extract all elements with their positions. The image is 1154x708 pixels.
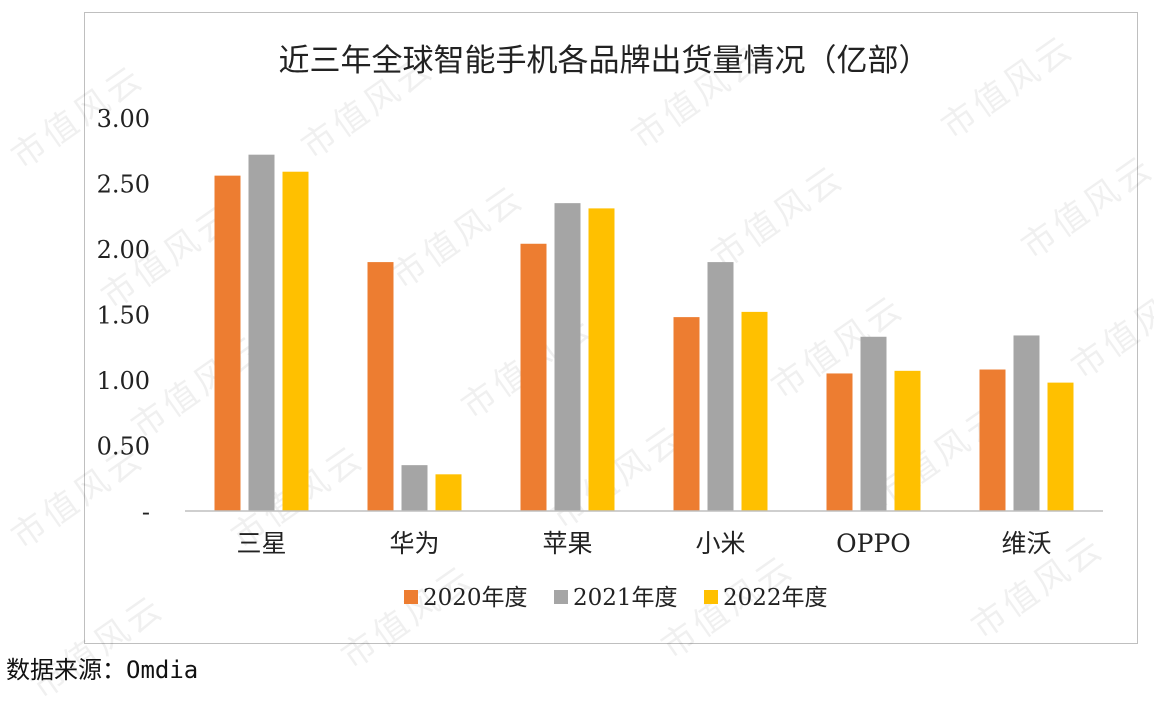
bar-chart: 近三年全球智能手机各品牌出货量情况（亿部） - 0.50 1.00 1.50 2.00 2… — [97, 43, 1103, 611]
y-tick-label: 0.50 — [97, 433, 150, 461]
bar-苹果-2022年度 — [588, 208, 615, 511]
legend-swatch-2022年度 — [704, 590, 718, 604]
legend-swatch-2021年度 — [554, 590, 568, 604]
x-tick-label: 小米 — [695, 529, 745, 558]
x-tick-label: 三星 — [236, 529, 286, 558]
bar-小米-2021年度 — [707, 262, 734, 511]
y-tick-label: - — [142, 498, 150, 526]
y-tick-label: 1.00 — [97, 367, 150, 395]
legend-label: 2022年度 — [723, 585, 828, 611]
bar-华为-2022年度 — [435, 474, 462, 511]
bar-维沃-2020年度 — [979, 369, 1006, 511]
x-tick-label: OPPO — [836, 529, 911, 558]
y-tick-label: 2.50 — [97, 171, 150, 199]
bar-苹果-2020年度 — [520, 243, 547, 511]
bar-OPPO-2022年度 — [894, 370, 921, 511]
chart-title: 近三年全球智能手机各品牌出货量情况（亿部） — [279, 43, 930, 79]
bar-维沃-2021年度 — [1013, 335, 1040, 511]
bar-OPPO-2021年度 — [860, 336, 887, 511]
bar-华为-2021年度 — [401, 465, 428, 511]
bar-三星-2021年度 — [248, 154, 275, 511]
x-axis-labels: 三星 华为 苹果 小米 OPPO 维沃 — [236, 529, 1051, 558]
bar-小米-2022年度 — [741, 311, 768, 511]
y-tick-label: 2.00 — [97, 236, 150, 264]
legend-label: 2021年度 — [573, 585, 678, 611]
bar-OPPO-2020年度 — [826, 373, 853, 511]
bar-华为-2020年度 — [367, 262, 394, 511]
bar-苹果-2021年度 — [554, 203, 581, 511]
x-tick-label: 苹果 — [542, 529, 592, 558]
legend-swatch-2020年度 — [404, 590, 418, 604]
y-tick-label: 3.00 — [97, 105, 150, 133]
bar-小米-2020年度 — [673, 317, 700, 511]
x-tick-label: 维沃 — [1001, 529, 1051, 558]
legend: 2020年度 2021年度 2022年度 — [404, 585, 828, 611]
legend-label: 2020年度 — [423, 585, 528, 611]
bar-三星-2022年度 — [282, 171, 309, 511]
source-note: 数据来源：Omdia — [6, 656, 199, 684]
bar-三星-2020年度 — [214, 175, 241, 511]
y-axis: - 0.50 1.00 1.50 2.00 2.50 3.00 — [97, 105, 150, 526]
x-tick-label: 华为 — [389, 529, 439, 558]
bars — [214, 154, 1074, 511]
y-tick-label: 1.50 — [97, 302, 150, 330]
bar-维沃-2022年度 — [1047, 382, 1074, 511]
